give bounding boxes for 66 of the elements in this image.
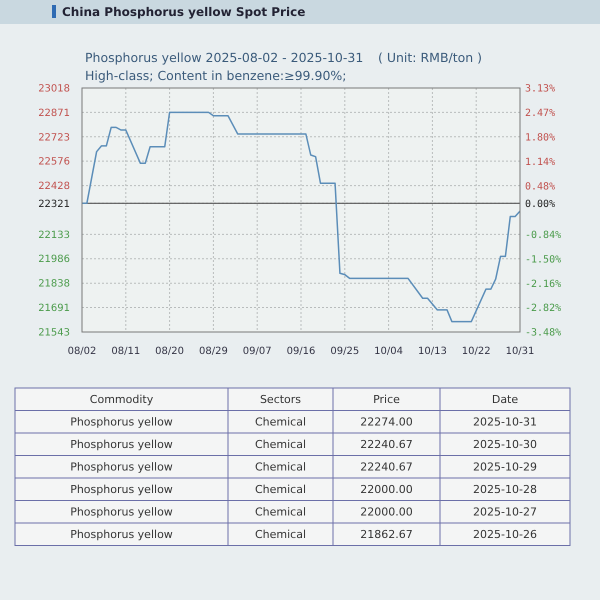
y-tick-label: 23018 [38, 84, 70, 94]
text: 22000.00 [360, 506, 413, 519]
chart-title: Phosphorus yellow 2025-08-02 - 2025-10-31 [85, 50, 364, 65]
text: 2025-10-31 [473, 416, 537, 429]
text: Sectors [260, 393, 302, 406]
y-tick-label: 21986 [38, 254, 70, 266]
text: Phosphorus yellow [70, 506, 173, 519]
y-tick-label: 22321 [38, 198, 70, 210]
text: Price [373, 393, 400, 406]
y-tick-label: 22871 [38, 108, 70, 119]
x-tick-label: 10/22 [462, 346, 491, 357]
y2-tick-label: 1.14% [525, 156, 556, 168]
text: 2025-10-26 [473, 528, 537, 542]
text: Phosphorus yellow [70, 438, 173, 452]
y-tick-label: 21543 [38, 328, 70, 338]
text: 2025-10-30 [473, 438, 537, 452]
text: China Phosphorus yellow Spot Price [62, 5, 306, 19]
x-tick-label: 10/04 [374, 346, 404, 357]
y-tick-label: 22723 [38, 132, 70, 144]
x-tick-label: 08/02 [68, 346, 96, 357]
y-tick-label: 21838 [38, 278, 70, 290]
x-tick-label: 08/29 [198, 346, 228, 357]
y-tick-label: 22428 [38, 181, 70, 192]
text: Chemical [254, 460, 306, 474]
text: Commodity [90, 393, 154, 406]
text: 2025-10-28 [473, 483, 537, 496]
y-tick-label: 21691 [38, 303, 70, 314]
y2-tick-label: 0.48% [525, 181, 556, 192]
text: Phosphorus yellow [70, 460, 173, 474]
text: Phosphorus yellow [70, 528, 173, 542]
text: 21862.67 [360, 528, 413, 542]
text: ( Unit: RMB/ton ) [378, 50, 482, 65]
text: 22240.67 [360, 460, 413, 474]
chart-subtitle: High-class; Content in benzene:≥99.90%; [85, 68, 346, 83]
y2-tick-label: -2.82% [525, 303, 562, 314]
text: Chemical [254, 438, 306, 452]
text: 22274.00 [360, 416, 413, 429]
text: Date [492, 393, 518, 406]
text: 22000.00 [360, 483, 413, 496]
x-tick-label: 08/20 [155, 346, 184, 357]
text: Chemical [254, 506, 306, 519]
y2-tick-label: 2.47% [525, 108, 556, 119]
text: Phosphorus yellow [70, 416, 173, 429]
text: Chemical [254, 483, 306, 496]
text: Chemical [254, 528, 306, 542]
y2-tick-label: 1.80% [525, 132, 556, 144]
x-tick-label: 09/25 [330, 346, 360, 357]
x-tick-label: 08/11 [111, 346, 140, 357]
x-tick-label: 10/13 [418, 346, 447, 357]
text: 22240.67 [360, 438, 413, 452]
y2-tick-label: 3.13% [525, 84, 556, 94]
y2-tick-label: 0.00% [525, 199, 556, 210]
x-tick-label: 09/16 [286, 346, 316, 357]
text: Chemical [254, 416, 306, 429]
y2-tick-label: -0.84% [525, 230, 562, 242]
x-tick-label: 10/31 [506, 346, 534, 357]
text: 2025-10-27 [473, 506, 537, 519]
y-tick-label: 22576 [38, 156, 70, 168]
y2-tick-label: -2.16% [525, 278, 562, 290]
line-series [81, 112, 521, 322]
y-tick-label: 22133 [38, 230, 70, 241]
text: Phosphorus yellow [70, 483, 173, 496]
x-tick-label: 09/07 [242, 346, 272, 357]
text: 2025-10-29 [473, 460, 537, 474]
y2-tick-label: -3.48% [525, 328, 562, 338]
y2-tick-label: -1.50% [525, 254, 562, 266]
